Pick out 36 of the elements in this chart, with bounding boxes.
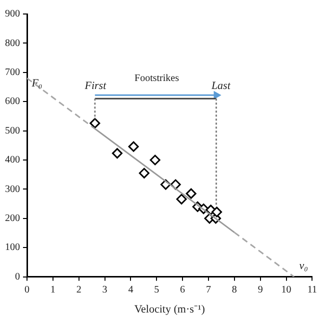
point xyxy=(90,118,100,128)
y-tick-label: 600 xyxy=(5,96,20,108)
point xyxy=(186,188,196,199)
point xyxy=(150,154,160,166)
x-tick-label: 4 xyxy=(128,284,134,296)
point xyxy=(212,206,222,218)
y-tick-label: 900 xyxy=(5,8,20,20)
point xyxy=(176,194,187,204)
x-axis-title: Velocity (m·s⁻¹) xyxy=(134,303,206,316)
y-tick-label: 0 xyxy=(15,271,20,282)
x-tick-label: 6 xyxy=(180,284,186,296)
annotation: First xyxy=(84,80,108,92)
point xyxy=(112,148,122,159)
point xyxy=(128,141,139,152)
annotation: F₀ xyxy=(30,78,42,90)
y-tick-label: 800 xyxy=(5,38,20,49)
x-tick-label: 1 xyxy=(50,284,56,296)
y-tick-label: 300 xyxy=(5,184,20,195)
x-tick-label: 8 xyxy=(232,284,237,296)
annotation: Footstrikes xyxy=(134,73,180,84)
y-tick-label: 200 xyxy=(5,213,20,224)
x-tick-label: 3 xyxy=(102,284,108,296)
x-tick-label: 5 xyxy=(154,284,160,296)
y-tick-label: 100 xyxy=(5,242,20,254)
y-tick-label: 400 xyxy=(5,154,20,166)
x-tick-label: 2 xyxy=(76,284,82,296)
y-tick-label: 500 xyxy=(5,125,20,136)
annotation: Last xyxy=(210,80,232,92)
x-tick-label: 9 xyxy=(258,284,263,296)
annotation: v₀ xyxy=(299,260,308,272)
x-tick-label: 7 xyxy=(206,284,211,296)
point xyxy=(138,168,150,178)
y-tick-label: 700 xyxy=(5,67,20,78)
x-tick-label: 11 xyxy=(307,284,318,296)
x-tick-label: 10 xyxy=(281,284,292,296)
x-tick-label: 0 xyxy=(24,284,30,296)
